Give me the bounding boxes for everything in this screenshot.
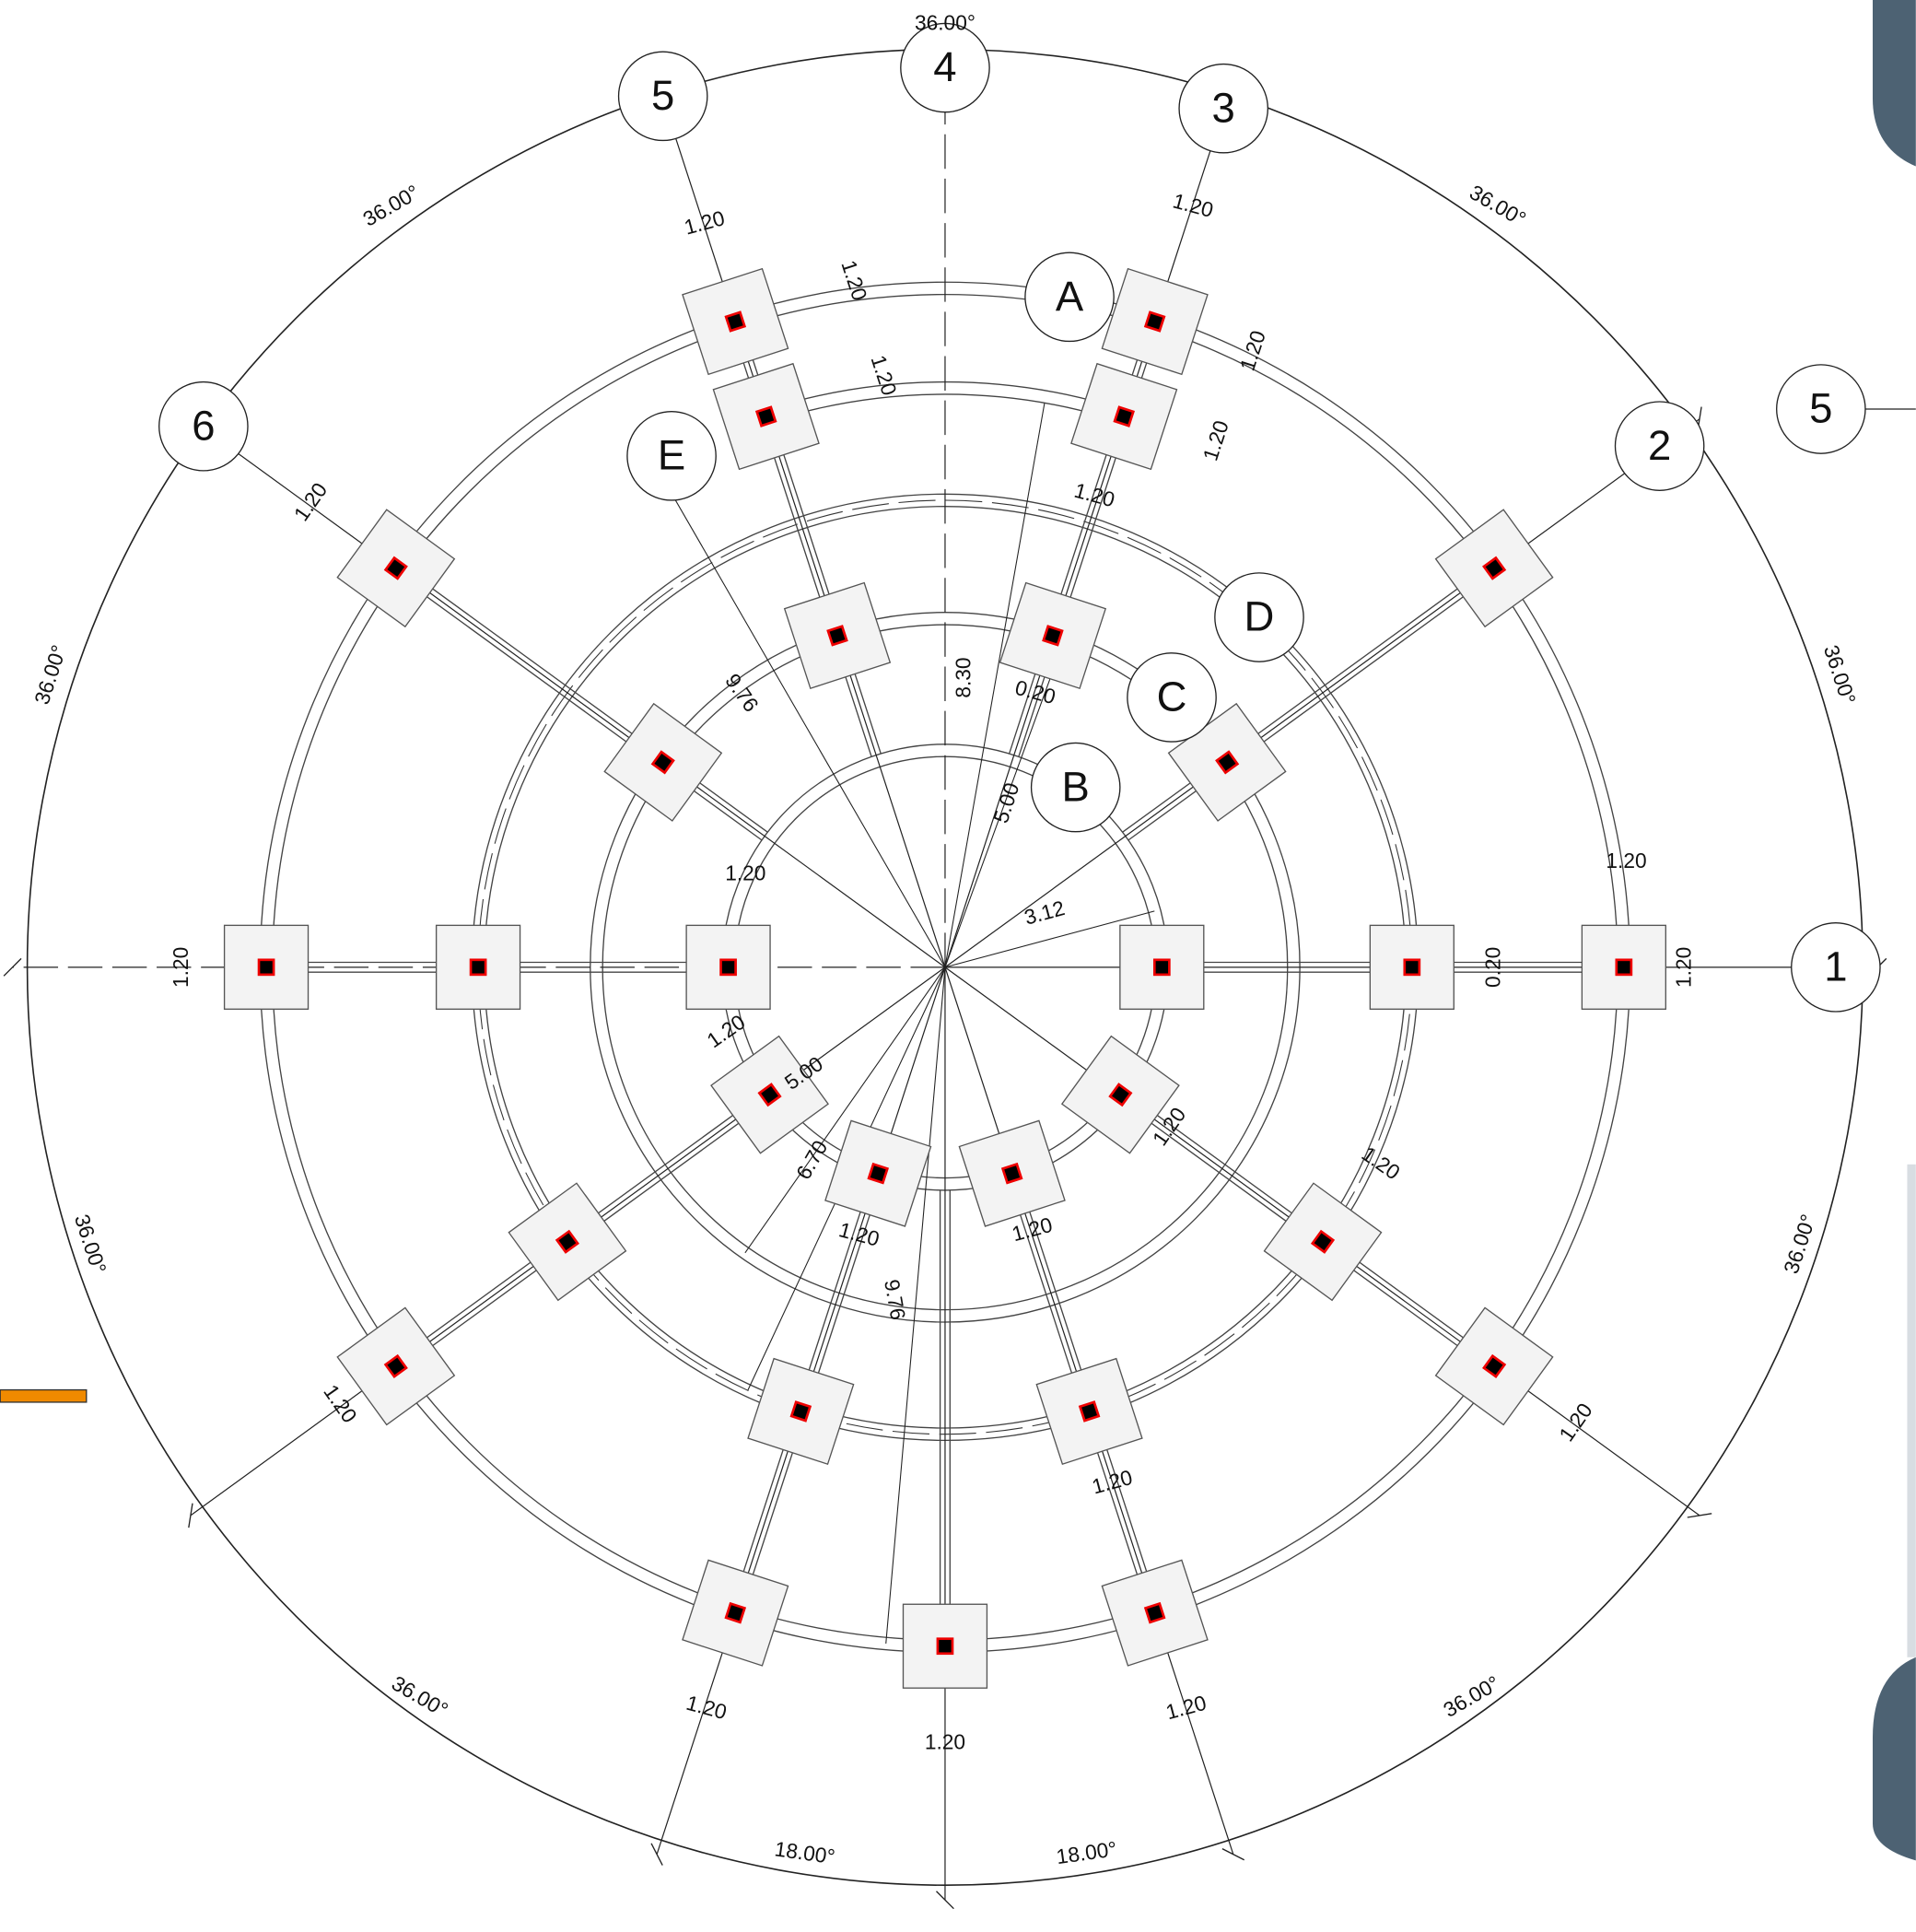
- zone-label: C: [1157, 673, 1187, 720]
- dimension-label: 1.20: [1672, 947, 1696, 988]
- footing: [686, 925, 770, 1009]
- column: [726, 1604, 744, 1622]
- column: [1003, 1165, 1022, 1183]
- footing: [1120, 925, 1204, 1009]
- axis-label: 3: [1212, 84, 1235, 131]
- column: [1115, 407, 1133, 426]
- axis-label: 4: [933, 43, 956, 90]
- footing: [903, 1604, 987, 1688]
- column: [757, 407, 776, 426]
- footing: [1582, 925, 1665, 1009]
- dimension-label: 1.20: [925, 1729, 965, 1753]
- column: [1146, 1604, 1164, 1622]
- axis-label: 5: [1809, 385, 1832, 432]
- dimension-label: 8.30: [951, 657, 975, 697]
- footing: [437, 925, 520, 1009]
- side-panel: [1907, 1165, 1915, 1657]
- column: [791, 1402, 810, 1421]
- dimension-label: 1.20: [169, 947, 193, 988]
- dimension-label: 1.20: [725, 861, 765, 885]
- zone-label: E: [658, 432, 685, 479]
- zone-label: D: [1244, 593, 1275, 640]
- column: [726, 312, 744, 331]
- zone-label: B: [1062, 763, 1090, 810]
- column: [721, 960, 736, 975]
- axis-label: 6: [192, 402, 215, 449]
- column: [471, 960, 485, 975]
- column: [1080, 1402, 1098, 1421]
- angle-label: 36.00°: [915, 11, 976, 35]
- footing: [225, 925, 309, 1009]
- dimension-label: 0.20: [1480, 947, 1504, 988]
- column: [1044, 626, 1062, 645]
- column: [869, 1165, 887, 1183]
- axis-label: 5: [651, 72, 674, 119]
- footing: [1370, 925, 1454, 1009]
- orange-bar: [0, 1390, 87, 1402]
- zone-label: A: [1056, 273, 1084, 320]
- column: [938, 1639, 952, 1654]
- axis-label: 2: [1648, 422, 1671, 469]
- foundation-plan: 1234565ABCDE36.00°36.00°36.00°36.00°36.0…: [0, 0, 1916, 1932]
- column: [1617, 960, 1631, 975]
- column: [259, 960, 274, 975]
- column: [1146, 312, 1164, 331]
- dimension-label: 1.20: [1606, 849, 1646, 872]
- axis-label: 1: [1824, 943, 1847, 990]
- column: [1154, 960, 1169, 975]
- column: [828, 626, 847, 645]
- column: [1405, 960, 1419, 975]
